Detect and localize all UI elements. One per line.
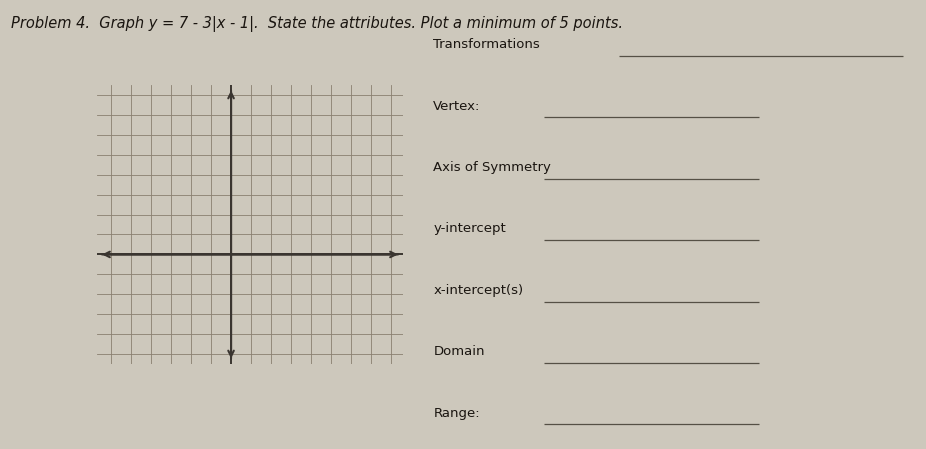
Text: Domain: Domain [433,345,485,358]
Text: Axis of Symmetry: Axis of Symmetry [433,161,551,174]
Text: Vertex:: Vertex: [433,100,481,113]
Text: Range:: Range: [433,407,480,419]
Text: y-intercept: y-intercept [433,223,507,235]
Text: x-intercept(s): x-intercept(s) [433,284,523,297]
Text: Problem 4.  Graph y = 7 - 3|x - 1|.  State the attributes. Plot a minimum of 5 p: Problem 4. Graph y = 7 - 3|x - 1|. State… [11,16,623,32]
Text: Transformations: Transformations [433,39,540,51]
